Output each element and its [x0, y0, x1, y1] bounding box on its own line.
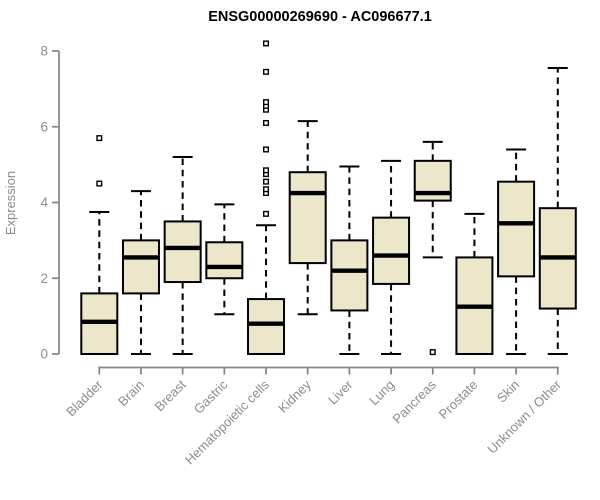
- box-rect: [497, 180, 536, 278]
- outlier-point: [263, 210, 270, 217]
- y-tick-label: 6: [40, 119, 48, 134]
- box-rect: [247, 298, 286, 355]
- x-tick-label: Bladder: [63, 377, 106, 420]
- box-rect: [163, 220, 202, 284]
- outlier-point: [263, 167, 270, 174]
- outlier-point: [96, 180, 103, 187]
- box-rect: [288, 171, 327, 265]
- outlier-point: [263, 146, 270, 153]
- outlier-point: [263, 178, 270, 185]
- outlier-point: [429, 349, 436, 356]
- box-rect: [205, 241, 244, 280]
- x-tick-label: Gastric: [191, 377, 231, 417]
- x-tick-label: Pancreas: [389, 377, 439, 427]
- outlier-point: [263, 186, 270, 193]
- x-tick-label: Prostate: [436, 377, 481, 422]
- x-tick-label: Skin: [494, 377, 522, 405]
- outlier-point: [263, 40, 270, 47]
- x-tick-label: Breast: [152, 377, 189, 414]
- chart-title: ENSG00000269690 - AC096677.1: [208, 9, 432, 25]
- x-tick-label: Lung: [366, 377, 397, 408]
- outlier-point: [96, 135, 103, 142]
- y-tick-label: 2: [40, 271, 48, 286]
- y-tick-label: 0: [40, 347, 48, 362]
- box-rect: [330, 239, 369, 312]
- y-tick-label: 8: [40, 44, 48, 59]
- box-rect: [372, 216, 411, 285]
- outlier-point: [263, 99, 270, 106]
- y-tick-label: 4: [40, 195, 48, 210]
- x-tick-label: Liver: [325, 377, 356, 408]
- x-tick-label: Unknown / Other: [484, 377, 564, 457]
- x-tick-label: Brain: [115, 377, 147, 409]
- x-tick-label: Kidney: [275, 377, 314, 416]
- box-rect: [121, 239, 160, 295]
- outlier-point: [263, 68, 270, 75]
- y-axis-label: Expression: [3, 171, 18, 235]
- outlier-point: [263, 119, 270, 126]
